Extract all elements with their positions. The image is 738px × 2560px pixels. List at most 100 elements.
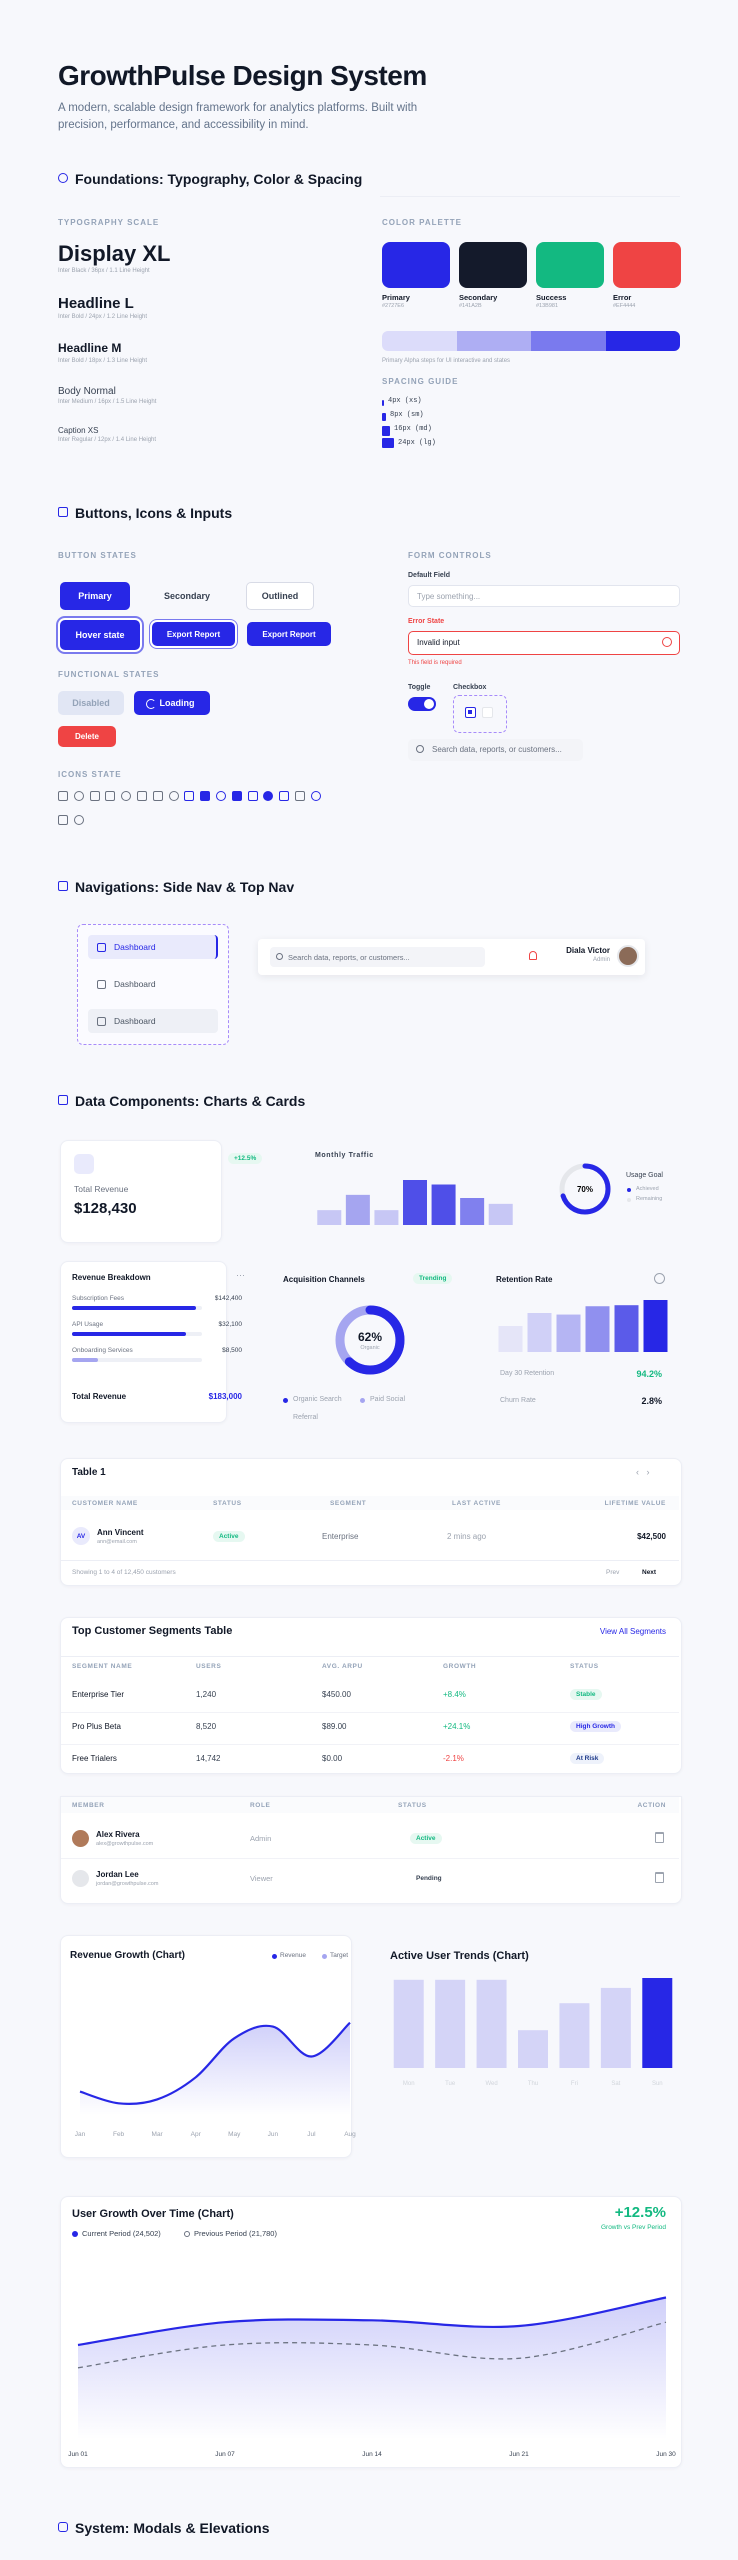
bar bbox=[498, 1326, 523, 1352]
toggle[interactable] bbox=[408, 697, 436, 711]
icon[interactable] bbox=[121, 791, 132, 801]
icon[interactable] bbox=[216, 791, 226, 801]
icon[interactable] bbox=[279, 791, 290, 801]
text-input-error[interactable]: Invalid input bbox=[408, 631, 680, 655]
cell: 2 mins ago bbox=[447, 1532, 487, 1541]
donut-arc bbox=[559, 1163, 611, 1215]
kpi-change: +12.5% bbox=[228, 1153, 263, 1164]
alpha-step bbox=[605, 331, 680, 351]
column-header: STATUS bbox=[398, 1802, 427, 1809]
icon[interactable] bbox=[89, 791, 100, 801]
bar bbox=[374, 1210, 399, 1225]
cell: 8,520 bbox=[196, 1722, 217, 1731]
side-nav-item-active[interactable] bbox=[88, 935, 218, 959]
type-sample: Display XL bbox=[58, 241, 171, 266]
section-heading: Foundations: Typography, Color & Spacing bbox=[75, 171, 363, 187]
donut-value: 70% bbox=[577, 1185, 593, 1194]
search-input[interactable]: Search data, reports, or customers... bbox=[408, 739, 583, 761]
button-delete[interactable]: Delete bbox=[58, 726, 116, 747]
section-heading: System: Modals & Elevations bbox=[75, 2520, 270, 2536]
label: TYPOGRAPHY SCALE bbox=[58, 218, 160, 227]
nav-label[interactable]: Dashboard bbox=[114, 979, 156, 989]
button-export[interactable]: Export Report bbox=[152, 622, 235, 646]
top-search[interactable]: Search data, reports, or customers... bbox=[270, 947, 485, 967]
button-export[interactable]: Export Report bbox=[247, 622, 331, 646]
item-amount: $32,100 bbox=[218, 1321, 243, 1328]
status-badge: Stable bbox=[570, 1689, 602, 1700]
button-disabled: Disabled bbox=[58, 691, 124, 715]
legend-item: Current Period (24,502) bbox=[82, 2229, 161, 2238]
icon[interactable] bbox=[247, 791, 258, 801]
member-role: Admin bbox=[250, 1834, 272, 1843]
field-label: Default Field bbox=[408, 572, 451, 579]
icon[interactable] bbox=[168, 791, 179, 801]
button-primary[interactable]: Primary bbox=[60, 582, 130, 610]
nav-label[interactable]: Dashboard bbox=[114, 1016, 156, 1026]
view-all-link[interactable]: View All Segments bbox=[599, 1627, 666, 1636]
search-icon bbox=[416, 745, 424, 753]
bar bbox=[488, 1203, 513, 1225]
side-nav-item-hover[interactable] bbox=[88, 1009, 218, 1033]
column-header: GROWTH bbox=[443, 1663, 477, 1670]
spacing-label: 8px (sm) bbox=[390, 411, 424, 419]
cell: Free Trialers bbox=[72, 1754, 117, 1763]
legend-dot bbox=[272, 1954, 277, 1959]
nav-label[interactable]: Dashboard bbox=[114, 942, 156, 952]
button-outlined[interactable]: Outlined bbox=[246, 582, 314, 610]
icon[interactable] bbox=[58, 791, 68, 801]
icon[interactable] bbox=[295, 791, 305, 801]
icon[interactable] bbox=[58, 815, 68, 825]
item-amount: $142,400 bbox=[214, 1295, 242, 1302]
kpi-card bbox=[60, 1140, 222, 1243]
spacing-swatch bbox=[382, 400, 384, 406]
section-heading: Navigations: Side Nav & Top Nav bbox=[75, 879, 295, 895]
stat-label: Churn Rate bbox=[500, 1397, 536, 1404]
icon[interactable] bbox=[73, 815, 84, 825]
icon[interactable] bbox=[105, 791, 116, 801]
member-role: Viewer bbox=[250, 1874, 273, 1883]
table-card bbox=[60, 1458, 682, 1586]
field-label: Toggle bbox=[408, 684, 431, 691]
icon[interactable] bbox=[310, 791, 321, 801]
bar bbox=[317, 1210, 342, 1225]
icon[interactable] bbox=[184, 791, 195, 801]
button-secondary[interactable]: Secondary bbox=[163, 591, 211, 601]
total-label: Total Revenue bbox=[72, 1392, 127, 1401]
legend-dot bbox=[184, 2231, 190, 2237]
icon[interactable] bbox=[73, 791, 84, 801]
legend-dot bbox=[283, 1398, 288, 1403]
divider bbox=[61, 1712, 679, 1713]
kpi-value: $128,430 bbox=[74, 1200, 137, 1217]
pager-arrows[interactable]: ‹ › bbox=[636, 1467, 650, 1477]
text-input[interactable]: Type something... bbox=[408, 585, 680, 607]
avatar bbox=[72, 1830, 89, 1847]
icon[interactable] bbox=[137, 791, 147, 801]
checkbox[interactable] bbox=[482, 707, 493, 718]
column-header: LIFETIME VALUE bbox=[604, 1500, 666, 1507]
progress-bar bbox=[72, 1332, 187, 1336]
kpi-label: Total Revenue bbox=[74, 1184, 129, 1194]
icon[interactable] bbox=[231, 791, 242, 801]
label: COLOR PALETTE bbox=[382, 218, 462, 227]
delete-icon[interactable] bbox=[655, 1872, 664, 1883]
legend-item: Referral bbox=[293, 1414, 318, 1421]
delete-icon[interactable] bbox=[655, 1832, 664, 1843]
member-email: alex@growthpulse.com bbox=[96, 1841, 154, 1847]
cell: -2.1% bbox=[443, 1754, 464, 1763]
more-icon[interactable]: ⋯ bbox=[236, 1270, 245, 1280]
error-message: This field is required bbox=[408, 660, 462, 666]
icon[interactable] bbox=[263, 791, 274, 801]
section-icon bbox=[58, 507, 68, 517]
button-hover[interactable]: Hover state bbox=[60, 620, 140, 650]
checkbox[interactable] bbox=[465, 707, 476, 718]
bell-icon[interactable] bbox=[529, 951, 537, 960]
icon[interactable] bbox=[152, 791, 163, 801]
column-header: LAST ACTIVE bbox=[452, 1500, 501, 1507]
info-icon[interactable] bbox=[654, 1273, 665, 1284]
avatar[interactable] bbox=[617, 945, 639, 967]
next-button[interactable]: Next bbox=[642, 1569, 657, 1576]
icon[interactable] bbox=[200, 791, 211, 801]
legend-dot bbox=[322, 1954, 327, 1959]
alpha-step bbox=[382, 331, 457, 351]
prev-button[interactable]: Prev bbox=[606, 1569, 620, 1576]
